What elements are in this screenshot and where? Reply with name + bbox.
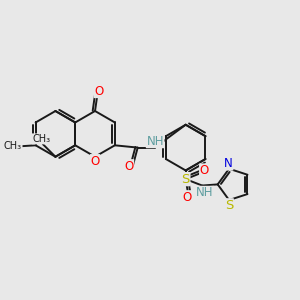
Text: NH: NH <box>196 186 214 200</box>
Text: O: O <box>183 191 192 204</box>
Text: O: O <box>94 85 104 98</box>
Text: O: O <box>124 160 134 173</box>
Text: S: S <box>225 199 233 212</box>
Text: CH₃: CH₃ <box>4 142 22 152</box>
Text: S: S <box>182 172 190 186</box>
Text: N: N <box>224 157 233 170</box>
Text: O: O <box>90 154 100 168</box>
Text: CH₃: CH₃ <box>32 134 50 144</box>
Text: O: O <box>200 164 209 177</box>
Text: NH: NH <box>146 135 164 148</box>
